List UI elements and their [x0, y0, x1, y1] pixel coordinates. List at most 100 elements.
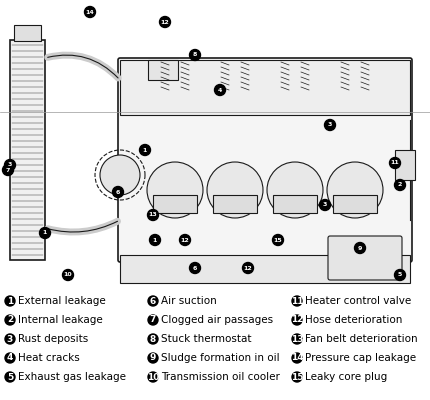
Text: 3: 3 [8, 162, 12, 168]
Text: 10: 10 [147, 372, 159, 382]
Text: 12: 12 [160, 20, 169, 24]
Text: 9: 9 [150, 354, 156, 362]
Circle shape [206, 162, 262, 218]
Bar [332, 195, 376, 213]
Text: 4: 4 [217, 88, 222, 92]
Circle shape [147, 353, 158, 363]
Bar [147, 60, 178, 80]
Text: Pressure cap leakage: Pressure cap leakage [304, 353, 415, 363]
Text: 3: 3 [7, 334, 13, 344]
Text: 5: 5 [7, 372, 13, 382]
Circle shape [324, 120, 335, 130]
Circle shape [266, 162, 322, 218]
Bar [10, 40, 45, 260]
Circle shape [272, 234, 283, 246]
Text: 13: 13 [148, 212, 157, 218]
Text: Leaky core plug: Leaky core plug [304, 372, 386, 382]
Circle shape [147, 296, 158, 306]
Circle shape [291, 315, 301, 325]
Circle shape [326, 162, 382, 218]
Circle shape [319, 200, 330, 210]
Circle shape [393, 180, 405, 190]
Text: 3: 3 [327, 122, 332, 128]
Text: Clogged air passages: Clogged air passages [161, 315, 273, 325]
Text: Stuck thermostat: Stuck thermostat [161, 334, 251, 344]
Text: 7: 7 [150, 316, 156, 324]
Text: Heat cracks: Heat cracks [18, 353, 80, 363]
Circle shape [5, 353, 15, 363]
Text: 15: 15 [273, 238, 282, 242]
Circle shape [3, 164, 13, 176]
Text: Exhaust gas leakage: Exhaust gas leakage [18, 372, 126, 382]
Circle shape [147, 162, 203, 218]
Text: 10: 10 [64, 272, 72, 278]
Circle shape [100, 155, 140, 195]
Circle shape [4, 160, 15, 170]
Text: 9: 9 [357, 246, 361, 250]
Circle shape [189, 262, 200, 274]
Text: 1: 1 [7, 296, 13, 306]
Text: 6: 6 [150, 296, 156, 306]
Text: 8: 8 [192, 52, 197, 58]
Circle shape [389, 158, 399, 168]
FancyArrowPatch shape [48, 55, 118, 78]
Circle shape [5, 296, 15, 306]
Circle shape [159, 16, 170, 28]
Circle shape [393, 270, 405, 280]
Text: Heater control valve: Heater control valve [304, 296, 410, 306]
Circle shape [149, 234, 160, 246]
Circle shape [179, 234, 190, 246]
Text: 4: 4 [7, 354, 13, 362]
Bar [394, 150, 414, 180]
Circle shape [214, 84, 225, 96]
Circle shape [291, 334, 301, 344]
Text: 11: 11 [390, 160, 399, 166]
Text: 15: 15 [290, 372, 303, 382]
Text: 1: 1 [153, 238, 157, 242]
Text: Sludge formation in oil: Sludge formation in oil [161, 353, 279, 363]
Text: 14: 14 [86, 10, 94, 14]
Circle shape [242, 262, 253, 274]
Circle shape [147, 210, 158, 220]
Bar [272, 195, 316, 213]
Text: 1: 1 [142, 148, 147, 152]
Text: External leakage: External leakage [18, 296, 105, 306]
Bar [212, 195, 256, 213]
Text: Rust deposits: Rust deposits [18, 334, 88, 344]
Bar [120, 255, 409, 283]
Circle shape [5, 372, 15, 382]
Circle shape [291, 296, 301, 306]
Bar [14, 25, 41, 41]
Text: 6: 6 [116, 190, 120, 194]
Text: 6: 6 [192, 266, 197, 270]
Circle shape [5, 315, 15, 325]
Circle shape [354, 242, 365, 254]
Text: 12: 12 [243, 266, 252, 270]
FancyBboxPatch shape [327, 236, 401, 280]
FancyArrowPatch shape [48, 221, 117, 232]
Text: Air suction: Air suction [161, 296, 216, 306]
Circle shape [291, 353, 301, 363]
FancyArrowPatch shape [48, 221, 117, 232]
Text: 2: 2 [7, 316, 13, 324]
Text: 14: 14 [290, 354, 303, 362]
Text: Hose deterioration: Hose deterioration [304, 315, 402, 325]
FancyArrowPatch shape [48, 55, 118, 78]
Circle shape [147, 334, 158, 344]
Text: 12: 12 [180, 238, 189, 242]
Bar [120, 60, 409, 115]
Circle shape [147, 315, 158, 325]
Text: 5: 5 [397, 272, 401, 278]
Circle shape [189, 50, 200, 60]
Text: Internal leakage: Internal leakage [18, 315, 102, 325]
Circle shape [147, 372, 158, 382]
Circle shape [62, 270, 74, 280]
Text: 12: 12 [290, 316, 303, 324]
Text: Fan belt deterioration: Fan belt deterioration [304, 334, 417, 344]
Text: 11: 11 [290, 296, 303, 306]
Text: 1: 1 [43, 230, 47, 236]
Text: 7: 7 [6, 168, 10, 172]
Circle shape [5, 334, 15, 344]
Circle shape [40, 228, 50, 238]
Text: 8: 8 [150, 334, 156, 344]
